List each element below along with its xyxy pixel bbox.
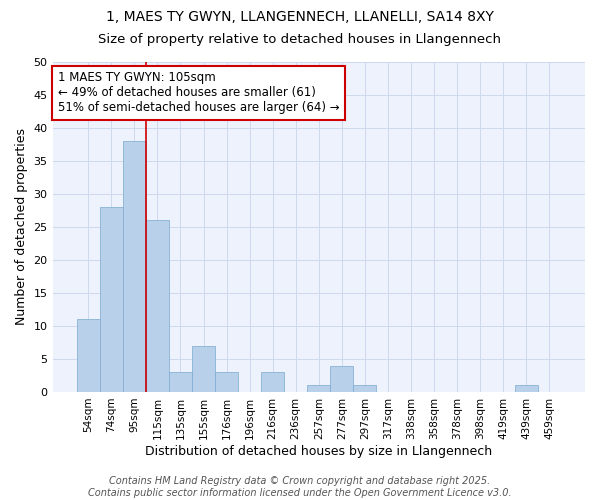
Bar [146,220,169,392]
Bar [77,320,100,392]
Text: 1, MAES TY GWYN, LLANGENNECH, LLANELLI, SA14 8XY: 1, MAES TY GWYN, LLANGENNECH, LLANELLI, … [106,10,494,24]
Bar [307,386,330,392]
Text: 1 MAES TY GWYN: 105sqm
← 49% of detached houses are smaller (61)
51% of semi-det: 1 MAES TY GWYN: 105sqm ← 49% of detached… [58,72,340,114]
Bar [515,386,538,392]
Text: Contains HM Land Registry data © Crown copyright and database right 2025.
Contai: Contains HM Land Registry data © Crown c… [88,476,512,498]
Bar [261,372,284,392]
Bar [123,141,146,392]
Bar [353,386,376,392]
Bar [100,207,123,392]
Text: Size of property relative to detached houses in Llangennech: Size of property relative to detached ho… [98,32,502,46]
Bar [330,366,353,392]
Y-axis label: Number of detached properties: Number of detached properties [15,128,28,325]
Bar [215,372,238,392]
X-axis label: Distribution of detached houses by size in Llangennech: Distribution of detached houses by size … [145,444,493,458]
Bar [192,346,215,392]
Bar [169,372,192,392]
